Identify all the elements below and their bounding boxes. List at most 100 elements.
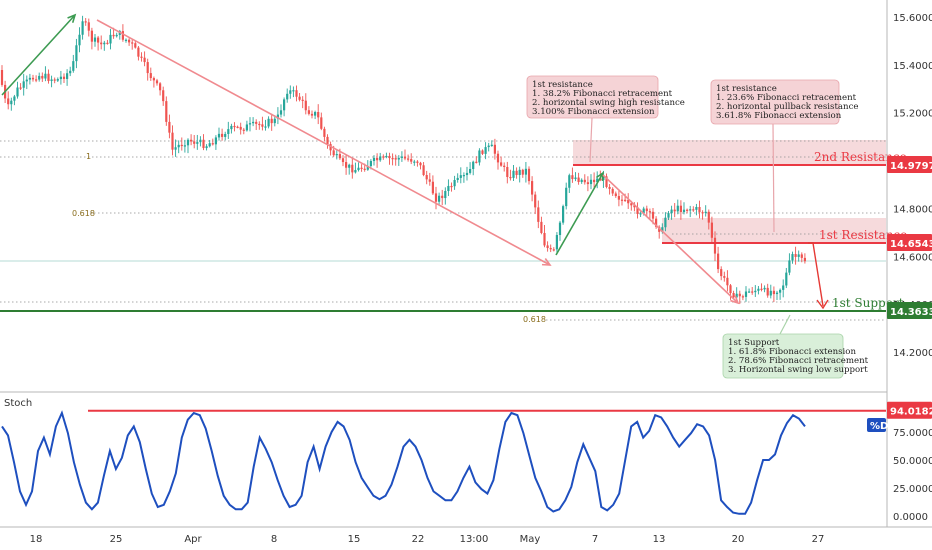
candle-body <box>639 213 642 215</box>
candle <box>407 154 410 162</box>
candle-body <box>369 161 372 167</box>
candle-body <box>261 124 264 127</box>
candle-body <box>242 129 245 131</box>
candle-body <box>431 181 434 194</box>
candle-body <box>224 133 227 137</box>
recovery-arrow <box>555 172 604 256</box>
candle-body <box>682 209 686 213</box>
candle <box>25 75 28 90</box>
stoch-tick-label: 50.0000 <box>893 456 932 467</box>
candle <box>211 138 214 146</box>
candle <box>717 246 720 274</box>
candle <box>403 149 407 161</box>
candle <box>382 154 385 160</box>
candle-body <box>115 34 118 37</box>
candle <box>450 182 453 192</box>
candle <box>100 35 103 50</box>
candle <box>196 134 199 150</box>
candle <box>741 294 744 301</box>
candle-body <box>571 175 574 180</box>
candle <box>87 18 90 37</box>
candle-body <box>279 110 283 115</box>
candle <box>431 175 434 195</box>
candle <box>298 93 301 102</box>
candle-body <box>723 276 726 278</box>
level-badge <box>887 156 932 173</box>
candle-body <box>717 253 720 270</box>
candle-body <box>267 118 270 127</box>
note-line: 1st resistance <box>716 84 777 94</box>
candle <box>775 290 779 301</box>
candle <box>472 160 475 176</box>
fib-label: 1 <box>86 152 91 161</box>
price-tick-label: 15.20000 <box>893 109 932 120</box>
note-line: 3.61.8% Fibonacci extension <box>716 111 842 121</box>
candle <box>785 267 788 289</box>
candle <box>769 284 772 299</box>
candle-body <box>53 79 56 81</box>
candle <box>128 38 131 46</box>
candle-body <box>28 77 31 80</box>
candle-body <box>546 245 549 249</box>
candle-body <box>171 132 174 150</box>
candle <box>357 162 360 172</box>
candle-body <box>121 31 124 40</box>
candle <box>413 159 416 166</box>
level-badge-value: 14.97976 <box>890 161 932 172</box>
note-line: 3. Horizontal swing low support <box>728 365 868 375</box>
candle-body <box>298 96 301 100</box>
candle-body <box>394 158 397 160</box>
candle <box>345 154 348 175</box>
candle <box>335 149 338 160</box>
candle <box>242 127 245 135</box>
candle-body <box>500 162 503 166</box>
candle-body <box>354 170 357 173</box>
candle <box>648 208 651 220</box>
candle-body <box>388 155 391 159</box>
candle-body <box>13 96 16 101</box>
candle-body <box>605 176 608 187</box>
candle <box>0 65 4 87</box>
candle <box>115 32 118 38</box>
candle-body <box>441 195 444 199</box>
candle-body <box>159 83 162 91</box>
candle <box>81 15 84 40</box>
candle <box>763 285 766 293</box>
candle-body <box>292 90 295 92</box>
candle <box>140 52 143 62</box>
candle-body <box>527 168 531 182</box>
candle-body <box>518 169 521 175</box>
candle-body <box>295 90 298 97</box>
note-pointer <box>589 117 593 163</box>
candle <box>723 271 726 282</box>
candle-body <box>434 193 438 202</box>
candle-body <box>143 57 146 63</box>
candle-body <box>413 161 416 163</box>
price-tick-label: 14.20000 <box>893 348 932 359</box>
candle-body <box>202 139 205 149</box>
candle-body <box>410 159 413 162</box>
candle <box>273 115 276 127</box>
candle <box>527 166 531 185</box>
candle-body <box>748 291 751 293</box>
candle <box>255 119 258 131</box>
price-tick-label: 15.40000 <box>893 61 932 72</box>
candle <box>301 96 304 109</box>
candle <box>233 122 236 132</box>
candle <box>205 144 208 151</box>
candle <box>620 194 624 206</box>
candle <box>56 77 59 82</box>
candle <box>366 160 369 171</box>
candle <box>31 74 35 82</box>
candle-body <box>664 217 667 228</box>
candle-body <box>478 150 481 163</box>
downtrend-arrow-head <box>541 258 552 266</box>
decline-arrow-head <box>730 295 740 305</box>
candle <box>320 112 323 131</box>
candle <box>782 279 785 298</box>
candle <box>469 162 472 175</box>
candle-body <box>512 170 515 178</box>
candle <box>106 39 109 45</box>
candle-body <box>307 110 310 114</box>
